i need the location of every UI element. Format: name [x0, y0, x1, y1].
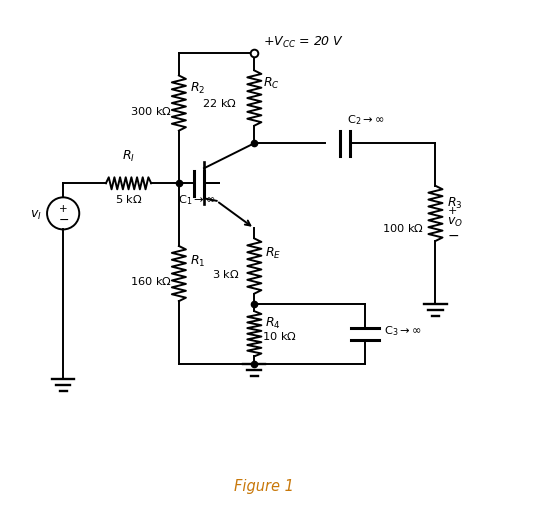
Text: 100 k$\Omega$: 100 k$\Omega$: [382, 223, 424, 234]
Text: $+$: $+$: [447, 205, 457, 216]
Text: $v_O$: $v_O$: [447, 216, 462, 229]
Text: 5 k$\Omega$: 5 k$\Omega$: [115, 193, 143, 205]
Text: C$_1 \rightarrow \infty$: C$_1 \rightarrow \infty$: [178, 193, 215, 207]
Text: $+V_{CC}$ = 20 V: $+V_{CC}$ = 20 V: [263, 35, 344, 50]
Text: 10 k$\Omega$: 10 k$\Omega$: [262, 330, 297, 342]
Text: $-$: $-$: [58, 213, 69, 227]
Text: 160 k$\Omega$: 160 k$\Omega$: [130, 275, 172, 287]
Text: $R_1$: $R_1$: [190, 254, 205, 269]
Text: 3 k$\Omega$: 3 k$\Omega$: [211, 268, 239, 279]
Text: $R_E$: $R_E$: [266, 246, 282, 261]
Text: $R_C$: $R_C$: [263, 76, 280, 91]
Text: $-$: $-$: [447, 228, 459, 241]
Text: 300 k$\Omega$: 300 k$\Omega$: [130, 104, 172, 117]
Text: $R_4$: $R_4$: [266, 316, 281, 331]
Text: $R_I$: $R_I$: [122, 149, 135, 164]
Text: Figure 1: Figure 1: [234, 479, 295, 494]
Text: $R_3$: $R_3$: [447, 196, 462, 211]
Text: $R_2$: $R_2$: [190, 81, 205, 96]
Text: C$_2 \rightarrow \infty$: C$_2 \rightarrow \infty$: [348, 114, 385, 127]
Text: C$_3 \rightarrow \infty$: C$_3 \rightarrow \infty$: [384, 324, 422, 338]
Text: 22 k$\Omega$: 22 k$\Omega$: [201, 97, 236, 109]
Text: $+$: $+$: [58, 203, 68, 214]
Text: $v_I$: $v_I$: [30, 209, 42, 223]
